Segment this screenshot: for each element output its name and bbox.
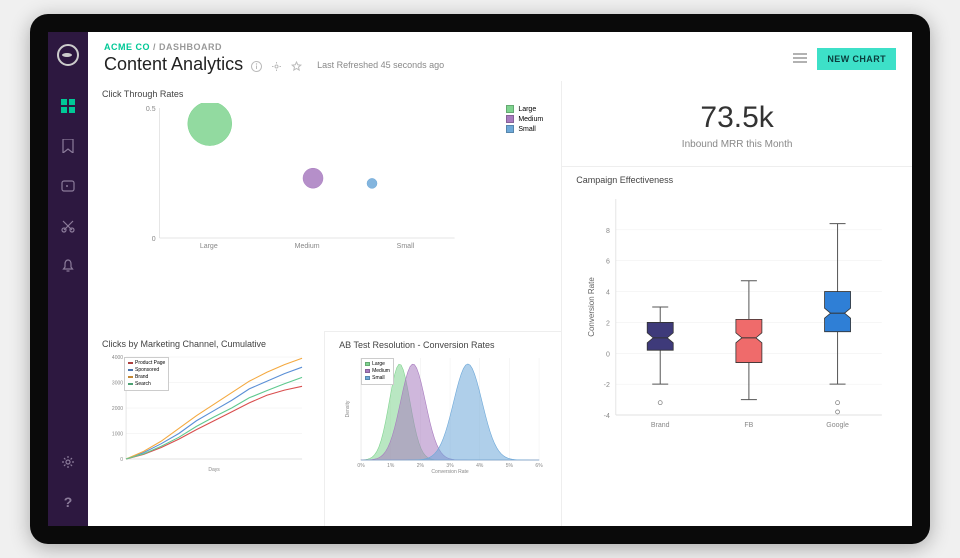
new-chart-button[interactable]: NEW CHART	[817, 48, 896, 70]
svg-text:6: 6	[606, 259, 610, 266]
boxplot-title: Campaign Effectiveness	[576, 175, 898, 185]
svg-text:0: 0	[606, 351, 610, 358]
density-chart-panel: AB Test Resolution - Conversion Rates 0%…	[325, 331, 561, 526]
svg-text:5%: 5%	[506, 463, 514, 469]
svg-text:Conversion Rate: Conversion Rate	[432, 469, 469, 474]
sidebar-dashboard-icon[interactable]	[60, 98, 76, 114]
svg-text:6%: 6%	[536, 463, 544, 469]
breadcrumb-company[interactable]: ACME CO	[104, 42, 150, 52]
density-chart-title: AB Test Resolution - Conversion Rates	[339, 340, 547, 350]
svg-text:Google: Google	[826, 422, 849, 429]
svg-text:Conversion Rate: Conversion Rate	[587, 277, 596, 337]
sidebar-help-icon[interactable]: ?	[60, 494, 76, 510]
bubble-chart-panel: Click Through Rates 00.5LargeMediumSmall…	[88, 81, 561, 331]
line-chart-title: Clicks by Marketing Channel, Cumulative	[102, 339, 310, 349]
breadcrumb-page[interactable]: DASHBOARD	[159, 42, 222, 52]
settings-small-icon[interactable]	[271, 59, 283, 71]
svg-text:0: 0	[152, 236, 156, 243]
bubble-chart[interactable]: 00.5LargeMediumSmall	[102, 103, 547, 258]
sidebar-bookmark-icon[interactable]	[60, 138, 76, 154]
boxplot-chart[interactable]: -4 -2 0 2 4 6 8 Conversion Rate Brand FB Google	[576, 189, 898, 439]
svg-text:Large: Large	[200, 243, 218, 250]
kpi-panel: 73.5k Inbound MRR this Month	[562, 81, 912, 166]
svg-text:Days: Days	[208, 467, 220, 473]
sidebar-tag-icon[interactable]	[60, 178, 76, 194]
bubble-chart-title: Click Through Rates	[102, 89, 547, 99]
sidebar-bell-icon[interactable]	[60, 258, 76, 274]
line-legend: Product PageSponsoredBrandSearch	[124, 357, 169, 391]
svg-text:1000: 1000	[112, 432, 123, 438]
svg-text:2: 2	[606, 320, 610, 327]
svg-text:0.5: 0.5	[146, 106, 156, 113]
svg-text:4: 4	[606, 290, 610, 297]
star-icon[interactable]	[291, 59, 303, 71]
svg-text:4000: 4000	[112, 355, 123, 361]
line-chart-panel: Clicks by Marketing Channel, Cumulative …	[88, 331, 325, 526]
main-content: ACME CO / DASHBOARD Content Analytics La…	[88, 32, 912, 526]
sidebar-scissors-icon[interactable]	[60, 218, 76, 234]
svg-text:0: 0	[120, 457, 123, 463]
density-legend: LargeMediumSmall	[361, 358, 394, 385]
svg-text:Brand: Brand	[651, 422, 670, 429]
svg-text:1%: 1%	[387, 463, 395, 469]
refresh-timestamp: Last Refreshed 45 seconds ago	[317, 60, 444, 70]
kpi-label: Inbound MRR this Month	[562, 139, 912, 150]
menu-icon[interactable]	[793, 50, 807, 68]
breadcrumb: ACME CO / DASHBOARD	[104, 42, 793, 52]
svg-text:3000: 3000	[112, 381, 123, 387]
svg-text:2%: 2%	[417, 463, 425, 469]
info-icon[interactable]	[251, 59, 263, 71]
svg-text:Small: Small	[397, 243, 415, 250]
svg-text:2000: 2000	[112, 406, 123, 412]
page-title: Content Analytics	[104, 54, 243, 75]
svg-text:0%: 0%	[358, 463, 366, 469]
kpi-value: 73.5k	[562, 101, 912, 135]
svg-text:FB: FB	[745, 422, 754, 429]
sidebar: ?	[48, 32, 88, 526]
app-logo-icon[interactable]	[57, 44, 79, 66]
svg-text:8: 8	[606, 228, 610, 235]
svg-text:4%: 4%	[476, 463, 484, 469]
svg-text:-2: -2	[604, 382, 610, 389]
svg-text:Medium: Medium	[295, 243, 320, 250]
bubble-legend: LargeMediumSmall	[506, 105, 543, 135]
sidebar-settings-icon[interactable]	[60, 454, 76, 470]
boxplot-panel: Campaign Effectiveness -4 -2 0 2 4 6 8 Conversi…	[562, 166, 912, 526]
svg-text:-4: -4	[604, 413, 610, 420]
header: ACME CO / DASHBOARD Content Analytics La…	[88, 32, 912, 81]
svg-text:Density: Density	[345, 400, 351, 417]
